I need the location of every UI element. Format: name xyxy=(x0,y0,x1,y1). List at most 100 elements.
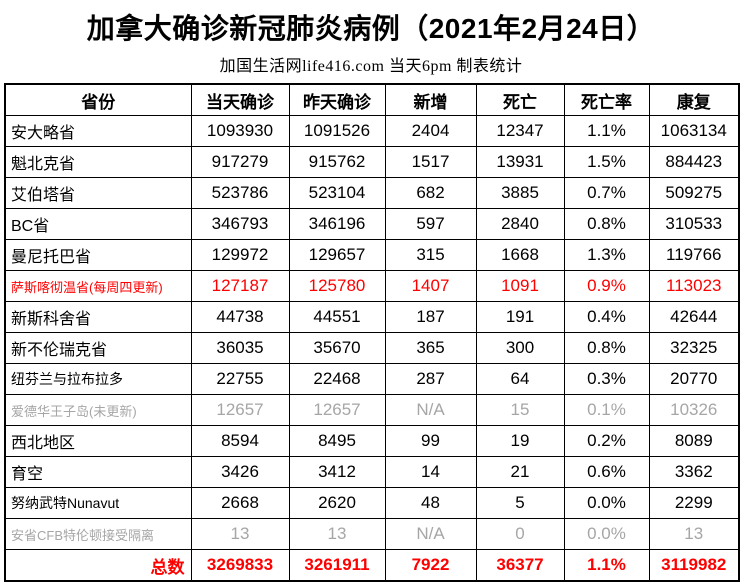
death-rate-cell: 0.0% xyxy=(563,487,650,519)
table-row: 新不伦瑞克省 36035 35670 365 300 0.8% 32325 xyxy=(4,332,740,364)
new-cases-cell: 365 xyxy=(384,332,477,364)
recovered-cell: 13 xyxy=(648,518,740,550)
death-rate-cell: 1.1% xyxy=(563,549,650,582)
table-row: 纽芬兰与拉布拉多 22755 22468 287 64 0.3% 20770 xyxy=(4,363,740,395)
yesterday-confirmed-cell: 8495 xyxy=(288,425,386,457)
death-rate-cell: 0.4% xyxy=(563,301,650,333)
yesterday-confirmed-cell: 915762 xyxy=(288,146,386,178)
recovered-cell: 20770 xyxy=(648,363,740,395)
province-cell: 萨斯喀彻温省(每周四更新) xyxy=(4,270,192,302)
today-confirmed-cell: 12657 xyxy=(190,394,290,426)
column-header: 昨天确诊 xyxy=(288,83,386,116)
recovered-cell: 310533 xyxy=(648,208,740,240)
today-confirmed-cell: 127187 xyxy=(190,270,290,302)
today-confirmed-cell: 1093930 xyxy=(190,115,290,147)
deaths-cell: 36377 xyxy=(475,549,565,582)
province-cell: 育空 xyxy=(4,456,192,488)
deaths-cell: 12347 xyxy=(475,115,565,147)
death-rate-cell: 0.2% xyxy=(563,425,650,457)
death-rate-cell: 1.1% xyxy=(563,115,650,147)
today-confirmed-cell: 13 xyxy=(190,518,290,550)
province-cell: 新斯科舍省 xyxy=(4,301,192,333)
new-cases-cell: N/A xyxy=(384,518,477,550)
today-confirmed-cell: 8594 xyxy=(190,425,290,457)
today-confirmed-cell: 346793 xyxy=(190,208,290,240)
recovered-cell: 32325 xyxy=(648,332,740,364)
yesterday-confirmed-cell: 12657 xyxy=(288,394,386,426)
table-row: 育空 3426 3412 14 21 0.6% 3362 xyxy=(4,456,740,488)
province-cell: 曼尼托巴省 xyxy=(4,239,192,271)
deaths-cell: 2840 xyxy=(475,208,565,240)
table-row: 总数 3269833 3261911 7922 36377 1.1% 31199… xyxy=(4,549,740,582)
covid-cases-table: 省份 当天确诊 昨天确诊 新增 死亡 死亡率 康复 安大略省 1093930 1091 5 26… xyxy=(4,83,740,582)
recovered-cell: 119766 xyxy=(648,239,740,271)
new-cases-cell: 1407 xyxy=(384,270,477,302)
today-confirmed-cell: 3426 xyxy=(190,456,290,488)
table-header-row: 省份 当天确诊 昨天确诊 新增 死亡 死亡率 康复 xyxy=(4,83,740,116)
yesterday-confirmed-cell: 125780 xyxy=(288,270,386,302)
province-cell: 爱德华王子岛(未更新) xyxy=(4,394,192,426)
deaths-cell: 5 xyxy=(475,487,565,519)
table-row: 西北地区 8594 8495 99 19 0.2% 8089 xyxy=(4,425,740,457)
deaths-cell: 19 xyxy=(475,425,565,457)
today-confirmed-cell: 3269833 xyxy=(190,549,290,582)
table-row: 萨斯喀彻温省(每周四更新) 127187 125780 1407 1091 0.… xyxy=(4,270,740,302)
death-rate-cell: 0.9% xyxy=(563,270,650,302)
new-cases-cell: 14 xyxy=(384,456,477,488)
column-header: 康复 xyxy=(648,83,740,116)
deaths-cell: 0 xyxy=(475,518,565,550)
new-cases-cell: 2404 xyxy=(384,115,477,147)
deaths-cell: 64 xyxy=(475,363,565,395)
column-header: 新增 xyxy=(384,83,477,116)
today-confirmed-cell: 917279 xyxy=(190,146,290,178)
province-cell: 安省CFB特伦顿接受隔离 xyxy=(4,518,192,550)
deaths-cell: 1668 xyxy=(475,239,565,271)
page-title: 加拿大确诊新冠肺炎病例（2021年2月24日） xyxy=(86,13,656,44)
table-row: 艾伯塔省 523786 523104 682 3885 0.7% 509275 xyxy=(4,177,740,209)
province-cell: 总数 xyxy=(4,549,192,582)
table-row: 努纳武特Nunavut 2668 2620 48 5 0.0% 2299 xyxy=(4,487,740,519)
death-rate-cell: 0.1% xyxy=(563,394,650,426)
province-cell: 安大略省 xyxy=(4,115,192,147)
today-confirmed-cell: 129972 xyxy=(190,239,290,271)
province-cell: 艾伯塔省 xyxy=(4,177,192,209)
death-rate-cell: 1.3% xyxy=(563,239,650,271)
yesterday-confirmed-cell: 3261911 xyxy=(288,549,386,582)
new-cases-cell: 7922 xyxy=(384,549,477,582)
recovered-cell: 3119982 xyxy=(648,549,740,582)
new-cases-cell: 682 xyxy=(384,177,477,209)
table-row: 魁北克省 917279 915762 1517 13931 1.5% 88442… xyxy=(4,146,740,178)
death-rate-cell: 0.3% xyxy=(563,363,650,395)
today-confirmed-cell: 44738 xyxy=(190,301,290,333)
yesterday-confirmed-cell: 3412 xyxy=(288,456,386,488)
yesterday-confirmed-cell: 2620 xyxy=(288,487,386,519)
new-cases-cell: 287 xyxy=(384,363,477,395)
recovered-cell: 2299 xyxy=(648,487,740,519)
column-header: 省份 xyxy=(4,83,192,116)
recovered-cell: 113023 xyxy=(648,270,740,302)
table-row: 爱德华王子岛(未更新) 12657 12657 N/A 15 0.1% 1032… xyxy=(4,394,740,426)
table-row: 安省CFB特伦顿接受隔离 13 13 N/A 0 0.0% 13 xyxy=(4,518,740,550)
today-confirmed-cell: 36035 xyxy=(190,332,290,364)
yesterday-confirmed-cell: 523104 xyxy=(288,177,386,209)
death-rate-cell: 0.6% xyxy=(563,456,650,488)
deaths-cell: 1091 xyxy=(475,270,565,302)
new-cases-cell: 597 xyxy=(384,208,477,240)
recovered-cell: 10326 xyxy=(648,394,740,426)
table-row: 新斯科舍省 44738 44551 187 191 0.4% 42644 xyxy=(4,301,740,333)
deaths-cell: 21 xyxy=(475,456,565,488)
yesterday-confirmed-cell: 13 xyxy=(288,518,386,550)
recovered-cell: 509275 xyxy=(648,177,740,209)
new-cases-cell: 48 xyxy=(384,487,477,519)
new-cases-cell: 1517 xyxy=(384,146,477,178)
today-confirmed-cell: 523786 xyxy=(190,177,290,209)
column-header: 死亡率 xyxy=(563,83,650,116)
death-rate-cell: 1.5% xyxy=(563,146,650,178)
yesterday-confirmed-cell: 129657 xyxy=(288,239,386,271)
recovered-cell: 3362 xyxy=(648,456,740,488)
today-confirmed-cell: 2668 xyxy=(190,487,290,519)
province-cell: 纽芬兰与拉布拉多 xyxy=(4,363,192,395)
province-cell: 西北地区 xyxy=(4,425,192,457)
province-cell: 新不伦瑞克省 xyxy=(4,332,192,364)
